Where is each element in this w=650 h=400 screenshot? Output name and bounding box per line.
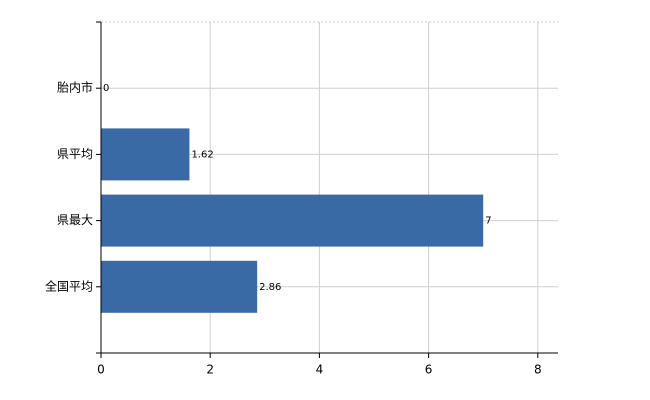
y-tick-label: 全国平均 (45, 278, 93, 293)
y-tick-label: 県平均 (57, 147, 93, 161)
value-label: 2.86 (259, 282, 281, 293)
value-label: 1.62 (191, 149, 213, 160)
x-tick-label: 0 (97, 363, 105, 377)
bar (101, 194, 484, 247)
value-label: 0 (103, 83, 109, 94)
bar (101, 260, 258, 313)
bar (101, 128, 190, 181)
x-tick-label: 2 (206, 363, 214, 377)
value-label: 7 (485, 216, 491, 227)
y-tick-label: 胎内市 (57, 80, 93, 95)
x-tick-label: 8 (534, 363, 542, 377)
y-tick-label: 県最大 (57, 213, 93, 227)
x-tick-label: 4 (316, 363, 324, 377)
x-tick-label: 6 (425, 363, 433, 377)
